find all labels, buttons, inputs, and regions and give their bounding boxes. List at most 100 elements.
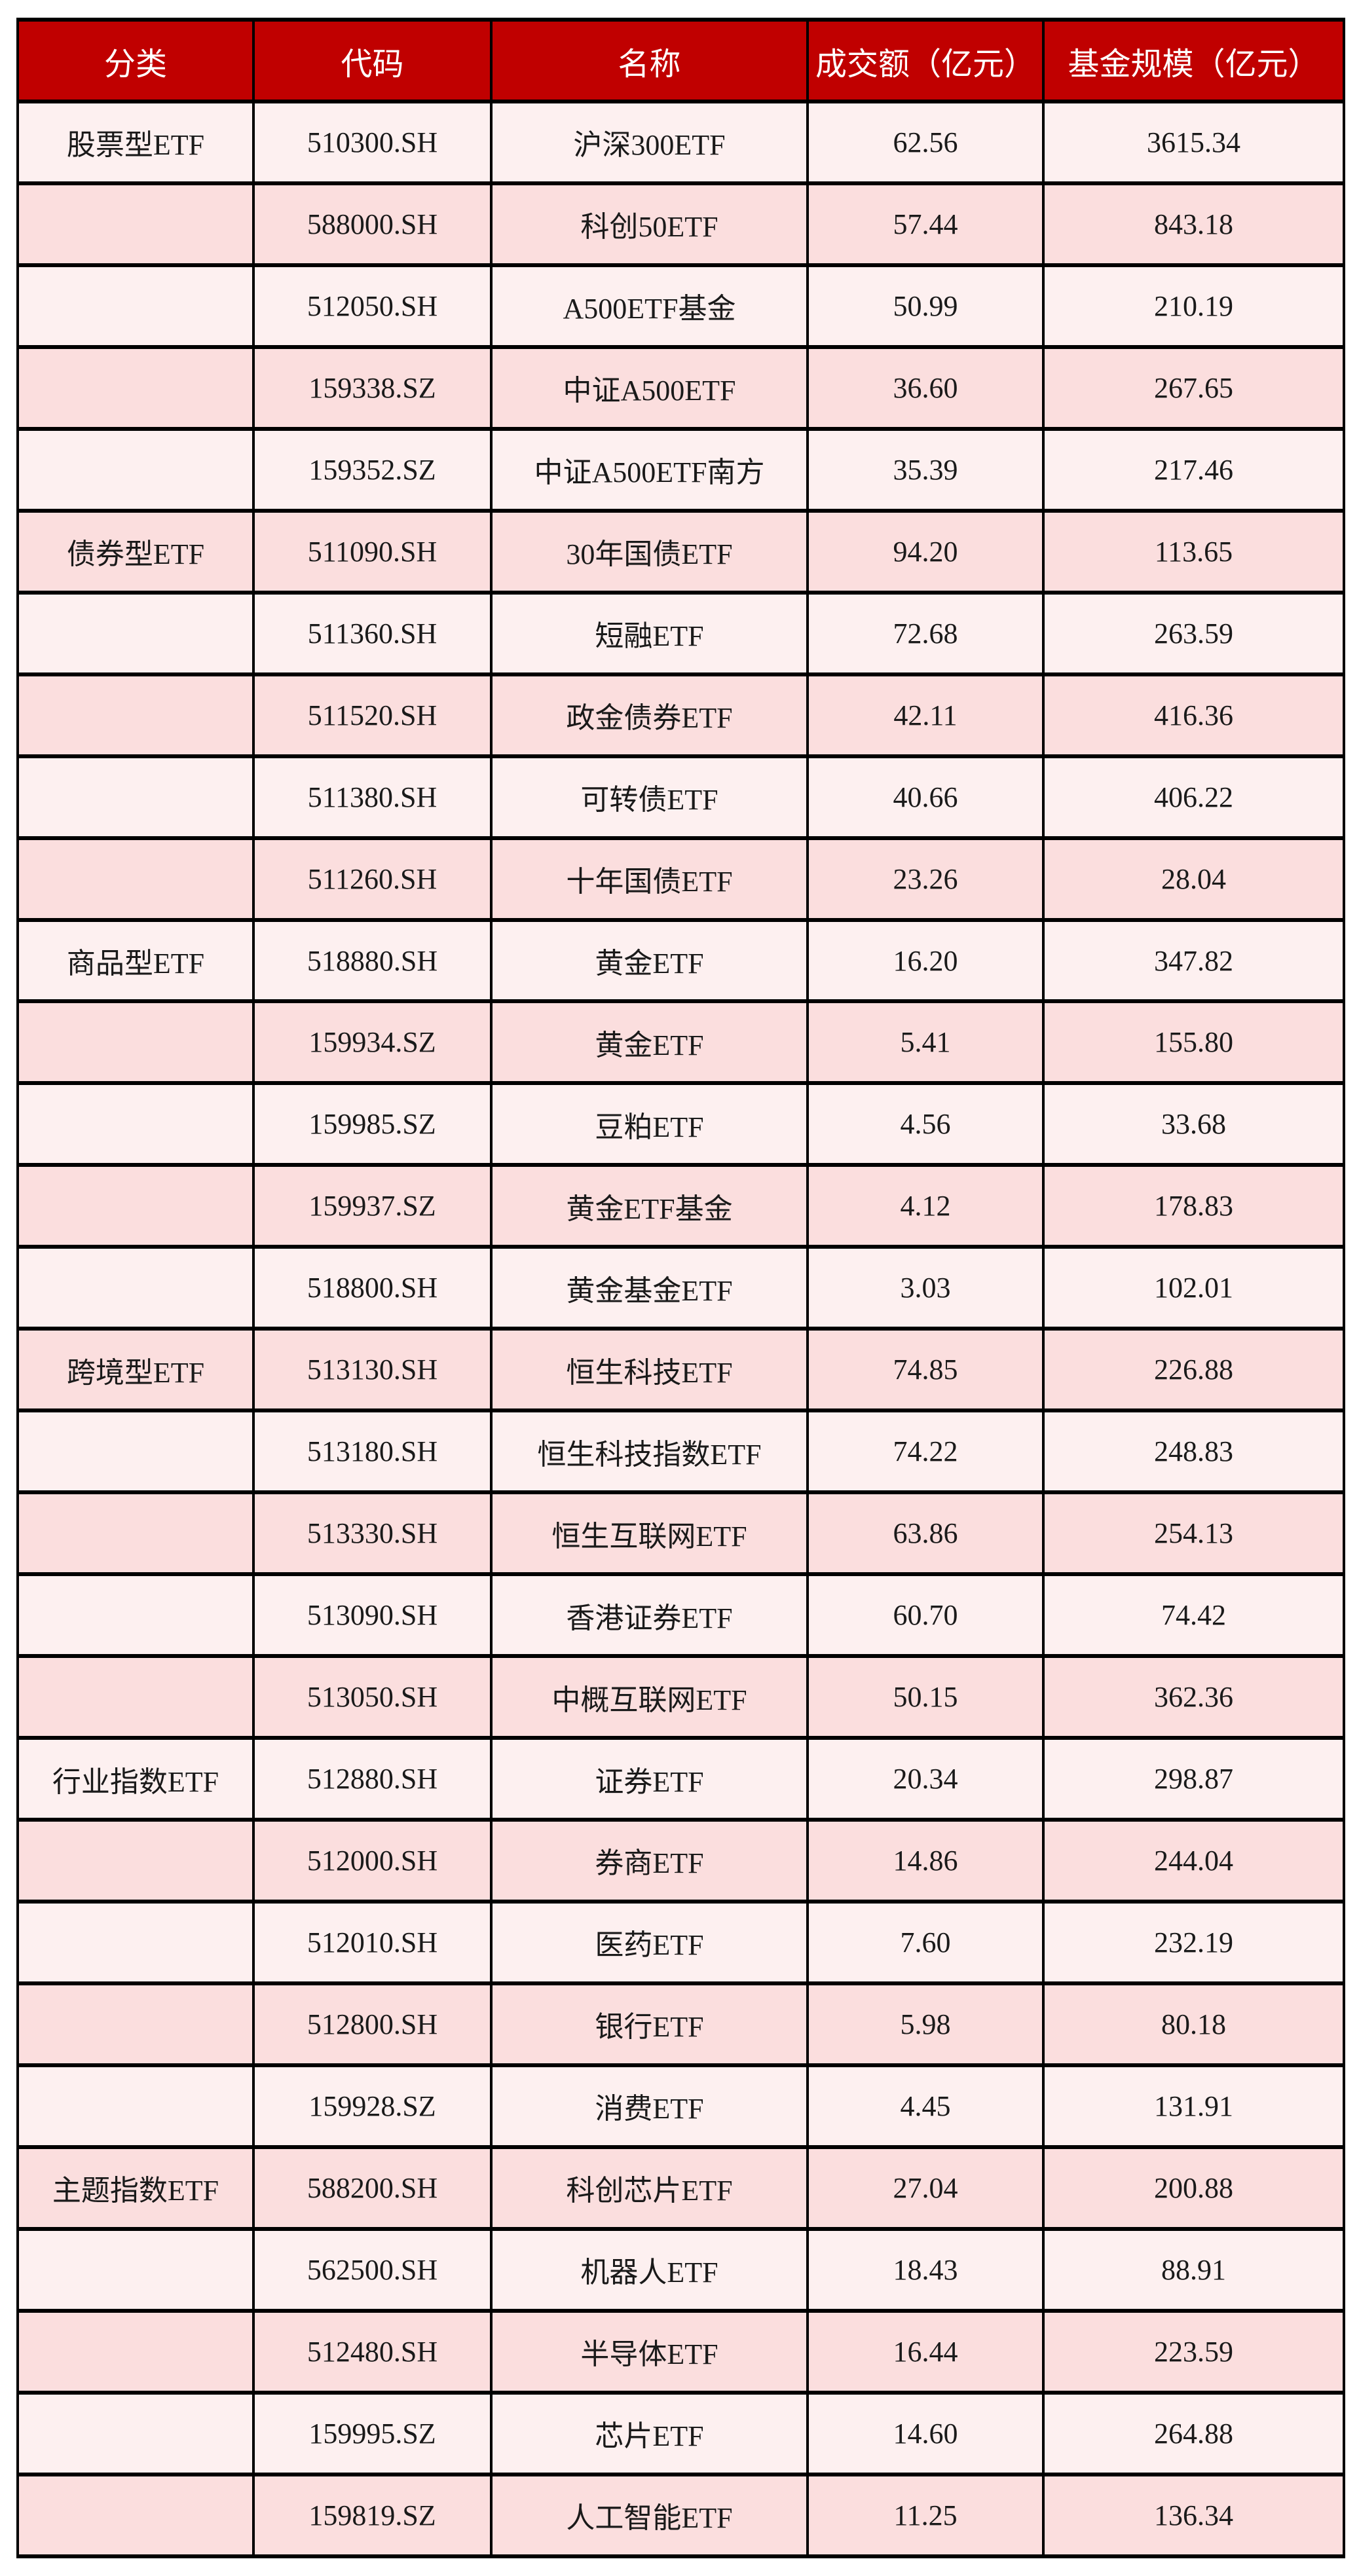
cell-category: 行业指数ETF — [16, 1736, 255, 1822]
cell-code: 159995.SZ — [252, 2390, 493, 2476]
cell-code: 588200.SH — [252, 2144, 493, 2231]
cell-code: 512800.SH — [252, 1981, 493, 2067]
cell-category — [16, 672, 255, 758]
cell-scale: 248.83 — [1042, 1408, 1345, 1495]
cell-code: 511090.SH — [252, 508, 493, 595]
cell-category — [16, 263, 255, 349]
cell-scale: 298.87 — [1042, 1736, 1345, 1822]
table-row: 562500.SH 机器人ETF 18.43 88.91 — [16, 2226, 1345, 2313]
cell-code: 588000.SH — [252, 181, 493, 267]
etf-table-body: 股票型ETF 510300.SH 沪深300ETF 62.56 3615.34 58800… — [16, 100, 1345, 2559]
cell-turnover: 4.45 — [806, 2063, 1045, 2149]
cell-name: A500ETF基金 — [490, 263, 809, 349]
table-row: 主题指数ETF 588200.SH 科创芯片ETF 27.04 200.88 — [16, 2144, 1345, 2231]
cell-code: 159937.SZ — [252, 1163, 493, 1249]
col-header-category: 分类 — [16, 18, 255, 103]
cell-scale: 267.65 — [1042, 344, 1345, 431]
cell-category — [16, 999, 255, 1086]
cell-code: 513180.SH — [252, 1408, 493, 1495]
cell-scale: 28.04 — [1042, 836, 1345, 922]
cell-turnover: 60.70 — [806, 1572, 1045, 1659]
table-row: 商品型ETF 518880.SH 黄金ETF 16.20 347.82 — [16, 917, 1345, 1004]
col-header-name: 名称 — [490, 18, 809, 103]
cell-code: 562500.SH — [252, 2226, 493, 2313]
cell-name: 30年国债ETF — [490, 508, 809, 595]
cell-turnover: 14.60 — [806, 2390, 1045, 2476]
cell-name: 银行ETF — [490, 1981, 809, 2067]
cell-turnover: 11.25 — [806, 2472, 1045, 2559]
cell-name: 券商ETF — [490, 1818, 809, 1904]
cell-name: 证券ETF — [490, 1736, 809, 1822]
cell-name: 中证A500ETF — [490, 344, 809, 431]
cell-category: 主题指数ETF — [16, 2144, 255, 2231]
cell-name: 政金债券ETF — [490, 672, 809, 758]
cell-turnover: 5.98 — [806, 1981, 1045, 2067]
cell-name: 黄金ETF基金 — [490, 1163, 809, 1249]
cell-turnover: 94.20 — [806, 508, 1045, 595]
cell-turnover: 35.39 — [806, 426, 1045, 513]
cell-turnover: 18.43 — [806, 2226, 1045, 2313]
table-row: 512000.SH 券商ETF 14.86 244.04 — [16, 1818, 1345, 1904]
cell-scale: 362.36 — [1042, 1654, 1345, 1740]
col-header-scale: 基金规模（亿元） — [1042, 18, 1345, 103]
cell-turnover: 40.66 — [806, 754, 1045, 840]
cell-scale: 33.68 — [1042, 1081, 1345, 1168]
cell-name: 短融ETF — [490, 590, 809, 676]
cell-scale: 232.19 — [1042, 1899, 1345, 1985]
cell-name: 香港证券ETF — [490, 1572, 809, 1659]
table-row: 159934.SZ 黄金ETF 5.41 155.80 — [16, 999, 1345, 1086]
cell-category — [16, 2472, 255, 2559]
table-row: 行业指数ETF 512880.SH 证券ETF 20.34 298.87 — [16, 1736, 1345, 1822]
cell-scale: 226.88 — [1042, 1327, 1345, 1413]
table-row: 512050.SH A500ETF基金 50.99 210.19 — [16, 263, 1345, 349]
table-row: 159928.SZ 消费ETF 4.45 131.91 — [16, 2063, 1345, 2149]
cell-category — [16, 2063, 255, 2149]
cell-scale: 88.91 — [1042, 2226, 1345, 2313]
cell-category — [16, 836, 255, 922]
cell-code: 159819.SZ — [252, 2472, 493, 2559]
header-row: 分类 代码 名称 成交额（亿元） 基金规模（亿元） — [16, 18, 1345, 103]
cell-code: 513130.SH — [252, 1327, 493, 1413]
cell-code: 512050.SH — [252, 263, 493, 349]
cell-code: 512880.SH — [252, 1736, 493, 1822]
cell-scale: 131.91 — [1042, 2063, 1345, 2149]
table-row: 159995.SZ 芯片ETF 14.60 264.88 — [16, 2390, 1345, 2476]
cell-name: 黄金ETF — [490, 999, 809, 1086]
table-row: 513180.SH 恒生科技指数ETF 74.22 248.83 — [16, 1408, 1345, 1495]
cell-turnover: 42.11 — [806, 672, 1045, 758]
table-row: 511520.SH 政金债券ETF 42.11 416.36 — [16, 672, 1345, 758]
cell-scale: 406.22 — [1042, 754, 1345, 840]
cell-scale: 347.82 — [1042, 917, 1345, 1004]
cell-code: 518800.SH — [252, 1245, 493, 1331]
cell-turnover: 74.85 — [806, 1327, 1045, 1413]
cell-scale: 416.36 — [1042, 672, 1345, 758]
table-row: 513330.SH 恒生互联网ETF 63.86 254.13 — [16, 1490, 1345, 1577]
cell-name: 人工智能ETF — [490, 2472, 809, 2559]
cell-name: 芯片ETF — [490, 2390, 809, 2476]
cell-code: 512480.SH — [252, 2308, 493, 2395]
table-row: 518800.SH 黄金基金ETF 3.03 102.01 — [16, 1245, 1345, 1331]
cell-scale: 136.34 — [1042, 2472, 1345, 2559]
table-row: 159352.SZ 中证A500ETF南方 35.39 217.46 — [16, 426, 1345, 513]
cell-name: 科创50ETF — [490, 181, 809, 267]
cell-code: 159934.SZ — [252, 999, 493, 1086]
cell-category — [16, 1572, 255, 1659]
cell-turnover: 50.15 — [806, 1654, 1045, 1740]
cell-turnover: 3.03 — [806, 1245, 1045, 1331]
cell-scale: 3615.34 — [1042, 100, 1345, 185]
cell-category: 商品型ETF — [16, 917, 255, 1004]
table-row: 512010.SH 医药ETF 7.60 232.19 — [16, 1899, 1345, 1985]
cell-turnover: 4.12 — [806, 1163, 1045, 1249]
cell-code: 511360.SH — [252, 590, 493, 676]
cell-scale: 843.18 — [1042, 181, 1345, 267]
cell-scale: 264.88 — [1042, 2390, 1345, 2476]
etf-table: 分类 代码 名称 成交额（亿元） 基金规模（亿元） 股票型ETF 510300.S… — [16, 18, 1345, 2559]
cell-category — [16, 1981, 255, 2067]
cell-scale: 200.88 — [1042, 2144, 1345, 2231]
cell-name: 可转债ETF — [490, 754, 809, 840]
cell-category: 股票型ETF — [16, 100, 255, 185]
cell-name: 十年国债ETF — [490, 836, 809, 922]
cell-name: 豆粕ETF — [490, 1081, 809, 1168]
cell-code: 511520.SH — [252, 672, 493, 758]
cell-code: 159352.SZ — [252, 426, 493, 513]
